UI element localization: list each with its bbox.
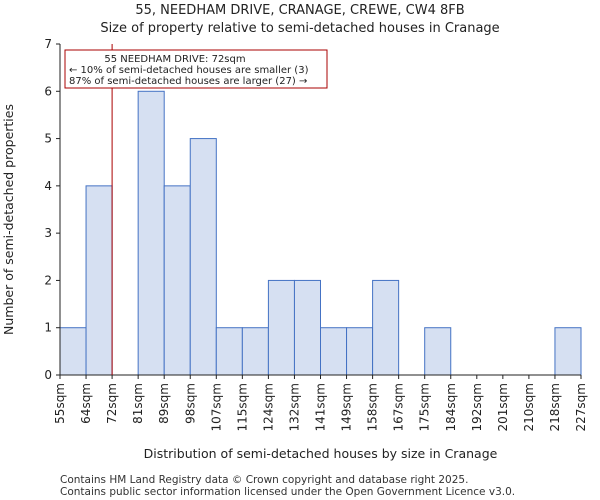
x-tick-label: 184sqm [444, 383, 458, 431]
footer-line-2: Contains public sector information licen… [60, 486, 516, 498]
x-tick-label: 210sqm [522, 383, 536, 431]
y-tick-label: 4 [44, 179, 52, 193]
x-tick-label: 158sqm [366, 383, 380, 431]
y-tick-label: 3 [44, 226, 52, 240]
x-tick-label: 218sqm [548, 383, 562, 431]
x-tick-label: 149sqm [340, 383, 354, 431]
histogram-bar [424, 327, 452, 376]
x-tick-label: 89sqm [157, 383, 171, 424]
chart-subtitle: Size of property relative to semi-detach… [100, 21, 500, 36]
x-tick-label: 107sqm [209, 383, 223, 431]
x-tick-label: 175sqm [418, 383, 432, 431]
y-tick-label: 0 [44, 368, 52, 382]
x-tick-label: 227sqm [574, 383, 588, 431]
property-annotation: 55 NEEDHAM DRIVE: 72sqm ← 10% of semi-de… [64, 49, 328, 89]
histogram-bar [59, 327, 87, 376]
chart-title: 55, NEEDHAM DRIVE, CRANAGE, CREWE, CW4 8… [135, 3, 465, 18]
histogram-bar [85, 185, 113, 376]
x-tick-label: 167sqm [392, 383, 406, 431]
histogram-bar [189, 138, 217, 376]
x-tick-label: 72sqm [105, 383, 119, 424]
y-tick-label: 6 [44, 84, 52, 98]
y-tick-label: 1 [44, 321, 52, 335]
histogram-bar [293, 279, 322, 376]
histogram-bar [320, 327, 348, 376]
x-tick-label: 132sqm [287, 383, 301, 431]
histogram-bar [137, 90, 165, 376]
histogram-bar [241, 327, 269, 376]
annotation-line-3: 87% of semi-detached houses are larger (… [69, 76, 307, 87]
y-tick-label: 7 [44, 37, 52, 51]
histogram-bar [372, 279, 400, 376]
y-tick-label: 5 [44, 132, 52, 146]
x-tick-label: 192sqm [470, 383, 484, 431]
x-tick-label: 141sqm [314, 383, 328, 431]
histogram-bar [267, 279, 295, 376]
histogram-bar [215, 327, 243, 376]
y-axis-label: Number of semi-detached properties [1, 104, 16, 335]
histogram-bar [346, 327, 374, 376]
footer-line-1: Contains HM Land Registry data © Crown c… [60, 474, 469, 486]
annotation-line-2: ← 10% of semi-detached houses are smalle… [69, 65, 309, 76]
x-tick-label: 64sqm [79, 383, 93, 424]
histogram-bar [163, 185, 191, 376]
y-tick-label: 2 [44, 273, 52, 287]
x-axis-label: Distribution of semi-detached houses by … [144, 446, 498, 461]
x-tick-label: 81sqm [131, 383, 145, 424]
x-tick-label: 124sqm [261, 383, 275, 431]
x-tick-label: 115sqm [235, 383, 249, 431]
x-tick-label: 98sqm [183, 383, 197, 424]
x-tick-label: 201sqm [496, 383, 510, 431]
histogram-bar [554, 327, 582, 376]
annotation-line-1: 55 NEEDHAM DRIVE: 72sqm [104, 54, 245, 65]
x-tick-label: 55sqm [53, 383, 67, 424]
